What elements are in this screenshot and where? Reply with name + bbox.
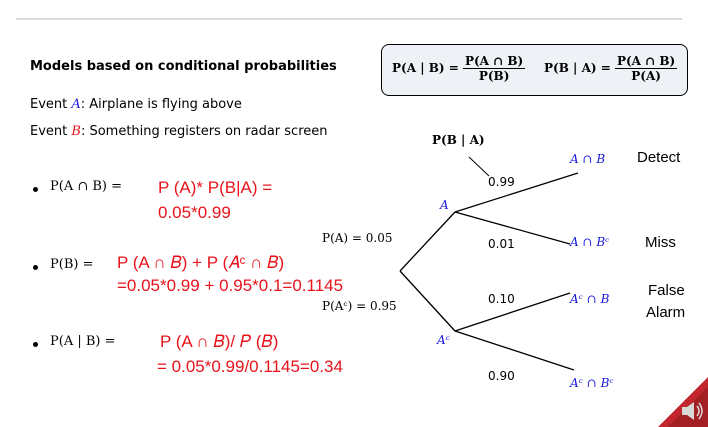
event-a-prefix: Event xyxy=(30,97,68,112)
event-b-var: B xyxy=(71,124,81,139)
prob-0.01: 0.01 xyxy=(488,237,515,251)
prob-0.99: 0.99 xyxy=(488,175,515,189)
branch-to-ac xyxy=(399,270,456,332)
bullet-dot xyxy=(33,187,38,192)
formula-a-given-b: P(A | B) = P(A ∩ B) P(B) xyxy=(392,54,526,83)
event-b-desc: : Something registers on radar screen xyxy=(80,124,328,139)
formula-b-given-a: P(B | A) = P(A ∩ B) P(A) xyxy=(544,54,678,83)
label-alarm: Alarm xyxy=(646,304,686,321)
bullet3-lhs: P(A | B) = xyxy=(50,334,116,349)
p-b-given-a-label: P(B | A) xyxy=(432,133,485,147)
bullet1-answer-line2: 0.05*0.99 xyxy=(158,203,231,222)
formula1-numerator: P(A ∩ B) xyxy=(462,54,526,69)
slide-title: Models based on conditional probabilitie… xyxy=(30,59,337,74)
bullet-dot xyxy=(33,342,38,347)
prob-0.90: 0.90 xyxy=(488,369,515,383)
outcome-ac-and-b: Aᶜ ∩ B xyxy=(570,292,610,306)
formula2-denominator: P(A) xyxy=(631,69,661,83)
branch-a-miss xyxy=(454,211,571,245)
event-a-line: Event A: Airplane is flying above xyxy=(30,97,242,112)
formula-box: P(A | B) = P(A ∩ B) P(B) P(B | A) = P(A … xyxy=(381,44,688,96)
outcome-a-and-b: A ∩ B xyxy=(570,152,606,166)
formula1-fraction: P(A ∩ B) P(B) xyxy=(462,54,526,83)
speaker-icon[interactable] xyxy=(658,377,708,427)
bullet1-lhs: P(A ∩ B) = xyxy=(50,179,123,194)
node-a: A xyxy=(440,198,449,212)
pointer-line xyxy=(468,156,490,177)
formula1-lhs: P(A | B) = xyxy=(392,61,459,75)
branch-ac-false-alarm xyxy=(454,292,571,332)
event-b-line: Event B: Something registers on radar sc… xyxy=(30,124,328,139)
bullet1-answer-line1: P (A)* P(B|A) = xyxy=(158,178,273,197)
branch-a-detect xyxy=(454,172,579,213)
branch-to-a xyxy=(399,211,456,272)
event-b-prefix: Event xyxy=(30,124,68,139)
bullet2-lhs: P(B) = xyxy=(50,257,94,272)
formula2-numerator: P(A ∩ B) xyxy=(614,54,678,69)
outcome-a-and-bc: A ∩ Bᶜ xyxy=(570,235,610,249)
bullet-dot xyxy=(33,265,38,270)
p-ac-label: P(Aᶜ) = 0.95 xyxy=(322,299,397,313)
outcome-ac-and-bc: Aᶜ ∩ Bᶜ xyxy=(570,376,614,390)
formula2-fraction: P(A ∩ B) P(A) xyxy=(614,54,678,83)
p-a-label: P(A) = 0.05 xyxy=(322,231,393,245)
label-detect: Detect xyxy=(637,149,681,166)
node-ac: Aᶜ xyxy=(437,333,450,347)
top-divider xyxy=(16,18,682,20)
prob-0.10: 0.10 xyxy=(488,292,515,306)
formula2-lhs: P(B | A) = xyxy=(544,61,611,75)
bullet3-answer-line2: = 0.05*0.99/0.1145=0.34 xyxy=(157,357,343,376)
bullet3-answer-line1: P (A ∩ 𝐵)/ 𝑃 (𝐵) xyxy=(160,332,279,351)
event-a-var: A xyxy=(71,97,81,112)
label-false: False xyxy=(648,282,685,299)
bullet2-answer-line2: =0.05*0.99 + 0.95*0.1=0.1145 xyxy=(117,276,344,295)
formula1-denominator: P(B) xyxy=(478,69,510,83)
event-a-desc: : Airplane is flying above xyxy=(80,97,242,112)
label-miss: Miss xyxy=(645,234,676,251)
bullet2-answer-line1: P (A ∩ 𝐵) + P (𝐴ᶜ ∩ 𝐵) xyxy=(117,253,285,272)
branch-ac-none xyxy=(454,330,575,371)
